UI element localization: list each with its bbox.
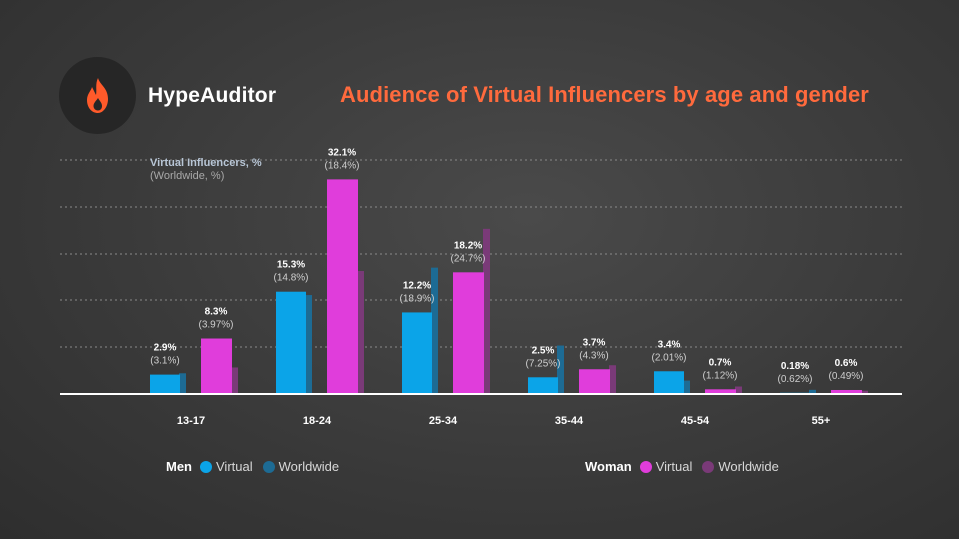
label-men-virtual: 3.4% bbox=[658, 339, 681, 350]
bar-women-virtual bbox=[579, 369, 610, 394]
legend-men: Men Virtual Worldwide bbox=[166, 459, 349, 474]
brand-name: HypeAuditor bbox=[148, 84, 277, 107]
bar-men-worldwide bbox=[683, 380, 690, 394]
label-women-virtual: 18.2% bbox=[454, 240, 482, 251]
legend-women: Woman Virtual Worldwide bbox=[585, 459, 789, 474]
chart-title: Audience of Virtual Influencers by age a… bbox=[340, 82, 869, 107]
x-tick-label: 18-24 bbox=[303, 415, 332, 427]
label-women-worldwide: (18.4%) bbox=[324, 160, 359, 171]
label-men-worldwide: (14.8%) bbox=[273, 273, 308, 284]
label-men-virtual: 2.5% bbox=[532, 345, 555, 356]
bar-women-virtual bbox=[705, 389, 736, 394]
bar-women-worldwide bbox=[231, 367, 238, 394]
label-men-virtual: 12.2% bbox=[403, 280, 431, 291]
flame-icon bbox=[86, 77, 108, 113]
bar-men-worldwide bbox=[179, 373, 186, 394]
bar-women-virtual bbox=[327, 179, 358, 394]
bar-women-worldwide bbox=[861, 390, 868, 394]
label-men-worldwide: (18.9%) bbox=[399, 293, 434, 304]
legend-women-virtual: Virtual bbox=[639, 459, 693, 474]
label-women-virtual: 0.7% bbox=[709, 357, 732, 368]
bar-women-virtual bbox=[201, 338, 232, 394]
label-men-worldwide: (3.1%) bbox=[150, 356, 179, 367]
bar-women-worldwide bbox=[483, 228, 490, 394]
bar-men-virtual bbox=[654, 371, 684, 394]
bar-women-worldwide bbox=[357, 270, 364, 394]
label-women-virtual: 32.1% bbox=[328, 147, 356, 158]
legend-women-virtual-text: Virtual bbox=[655, 459, 693, 474]
x-tick-label: 45-54 bbox=[681, 415, 710, 427]
label-men-worldwide: (2.01%) bbox=[651, 352, 686, 363]
label-men-virtual: 15.3% bbox=[277, 260, 305, 271]
label-women-worldwide: (0.49%) bbox=[828, 371, 863, 382]
legend-women-worldwide-dot bbox=[702, 460, 715, 473]
label-women-worldwide: (3.97%) bbox=[198, 320, 233, 331]
bar-women-virtual bbox=[831, 389, 862, 394]
x-tick-label: 35-44 bbox=[555, 415, 584, 427]
label-women-virtual: 8.3% bbox=[205, 307, 228, 318]
legend-men-virtual: Virtual bbox=[200, 459, 253, 474]
label-men-worldwide: (7.25%) bbox=[525, 358, 560, 369]
legend-women-label: Woman bbox=[585, 459, 632, 474]
label-men-worldwide: (0.62%) bbox=[777, 374, 812, 385]
bar-men-worldwide bbox=[305, 295, 312, 394]
bar-men-worldwide bbox=[557, 345, 564, 394]
legend-men-worldwide-dot bbox=[262, 460, 275, 473]
legend-men-virtual-text: Virtual bbox=[216, 459, 253, 474]
bar-women-worldwide bbox=[735, 386, 742, 394]
x-tick-label: 13-17 bbox=[177, 415, 205, 427]
x-tick-label: 25-34 bbox=[429, 415, 458, 427]
bar-men-worldwide bbox=[431, 267, 438, 394]
legend-women-worldwide: Worldwide bbox=[702, 459, 779, 474]
legend-men-virtual-dot bbox=[200, 460, 212, 473]
label-women-worldwide: (4.3%) bbox=[579, 350, 608, 361]
label-men-virtual: 2.9% bbox=[154, 343, 177, 354]
label-women-worldwide: (24.7%) bbox=[450, 253, 485, 264]
label-men-virtual: 0.18% bbox=[781, 361, 809, 372]
legend-men-label: Men bbox=[166, 459, 192, 474]
bar-women-worldwide bbox=[609, 365, 616, 394]
legend-men-worldwide: Worldwide bbox=[262, 459, 340, 474]
bar-men-worldwide bbox=[809, 389, 816, 394]
bar-men-virtual bbox=[528, 377, 558, 394]
label-women-worldwide: (1.12%) bbox=[702, 370, 737, 381]
label-women-virtual: 0.6% bbox=[835, 358, 858, 369]
x-tick-label: 55+ bbox=[812, 415, 831, 427]
y-axis-label: Virtual Influencers, % bbox=[150, 157, 262, 169]
logo bbox=[59, 57, 136, 134]
bar-men-virtual bbox=[276, 291, 306, 394]
legend-men-worldwide-text: Worldwide bbox=[278, 459, 340, 474]
label-women-virtual: 3.7% bbox=[583, 337, 606, 348]
bar-men-virtual bbox=[150, 374, 180, 394]
legend-women-worldwide-text: Worldwide bbox=[718, 459, 779, 474]
legend-women-virtual-dot bbox=[639, 460, 652, 473]
y-axis-sublabel: (Worldwide, %) bbox=[150, 170, 224, 182]
bar-women-virtual bbox=[453, 272, 484, 394]
bar-men-virtual bbox=[402, 312, 432, 394]
